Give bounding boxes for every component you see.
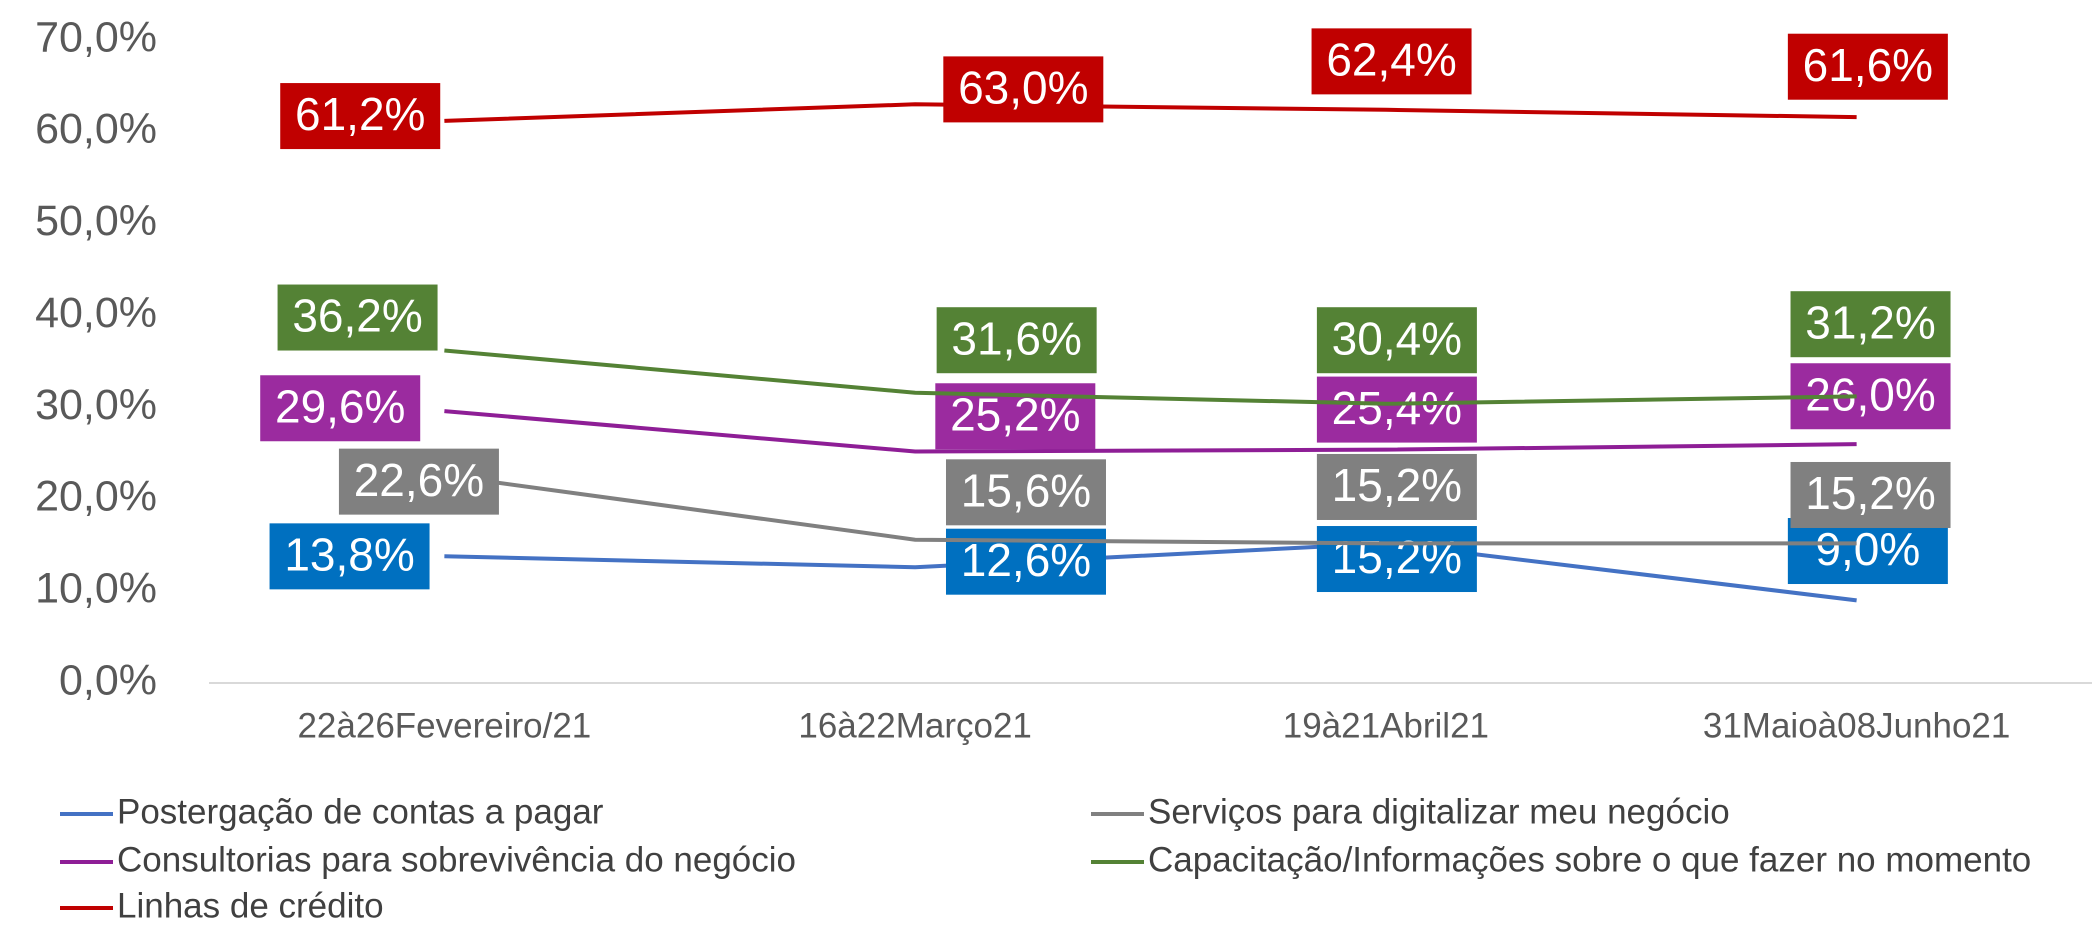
value-label-box [338, 448, 499, 515]
value-label: 9,0% [1815, 523, 1920, 575]
y-tick-label: 30,0% [35, 381, 157, 429]
value-label: 15,6% [961, 464, 1091, 516]
value-label-box [1316, 453, 1477, 520]
legend-label: Linhas de crédito [117, 886, 384, 925]
x-tick-label: 31Maioà08Junho21 [1703, 706, 2010, 745]
series-line [444, 348, 1857, 406]
value-label-box [1787, 518, 1948, 585]
y-tick-label: 0,0% [59, 656, 157, 704]
value-label-box [1316, 376, 1477, 443]
value-label-box [1316, 526, 1477, 593]
value-label-box [1311, 28, 1472, 95]
value-label: 61,6% [1803, 39, 1933, 91]
value-label-box [943, 56, 1104, 123]
series-line [444, 473, 1857, 546]
value-label: 15,2% [1805, 467, 1935, 519]
series-line [444, 102, 1857, 123]
y-tick-label: 70,0% [35, 13, 157, 61]
y-tick-label: 50,0% [35, 197, 157, 245]
value-label: 15,2% [1332, 459, 1462, 511]
legend-label: Capacitação/Informações sobre o que faze… [1148, 840, 2031, 879]
value-label-box [280, 83, 441, 150]
x-tick-label: 19à21Abril21 [1283, 706, 1489, 745]
value-label: 62,4% [1326, 34, 1456, 86]
legend-label: Consultorias para sobrevivência do negóc… [117, 840, 796, 879]
y-tick-label: 40,0% [35, 289, 157, 337]
series-line [444, 541, 1857, 603]
value-label-box [1790, 291, 1951, 358]
x-tick-label: 22à26Fevereiro/21 [297, 706, 591, 745]
value-label: 61,2% [295, 88, 425, 140]
legend-label: Postergação de contas a pagar [117, 792, 604, 831]
value-label: 31,6% [951, 312, 1081, 364]
value-label-box [1787, 33, 1948, 100]
y-tick-label: 10,0% [35, 565, 157, 613]
y-tick-label: 20,0% [35, 473, 157, 521]
value-label: 31,2% [1805, 296, 1935, 348]
value-label-box [269, 523, 430, 590]
value-label: 25,4% [1332, 382, 1462, 434]
series-line [444, 409, 1857, 454]
value-label-box [936, 307, 1097, 374]
value-label: 29,6% [275, 380, 405, 432]
value-label: 22,6% [354, 454, 484, 506]
value-label: 15,2% [1332, 531, 1462, 583]
x-tick-label: 16à22Março21 [798, 706, 1032, 745]
value-label: 30,4% [1332, 312, 1462, 364]
value-label: 26,0% [1805, 368, 1935, 420]
value-label: 63,0% [958, 62, 1088, 114]
value-label-box [1790, 461, 1951, 528]
value-label: 13,8% [284, 529, 414, 581]
value-label: 36,2% [292, 290, 422, 342]
value-label-box [1316, 307, 1477, 374]
value-label-box [945, 459, 1106, 526]
value-label-box [277, 284, 438, 351]
y-tick-label: 60,0% [35, 105, 157, 153]
value-label-box [260, 375, 421, 442]
legend-label: Serviços para digitalizar meu negócio [1148, 792, 1730, 831]
